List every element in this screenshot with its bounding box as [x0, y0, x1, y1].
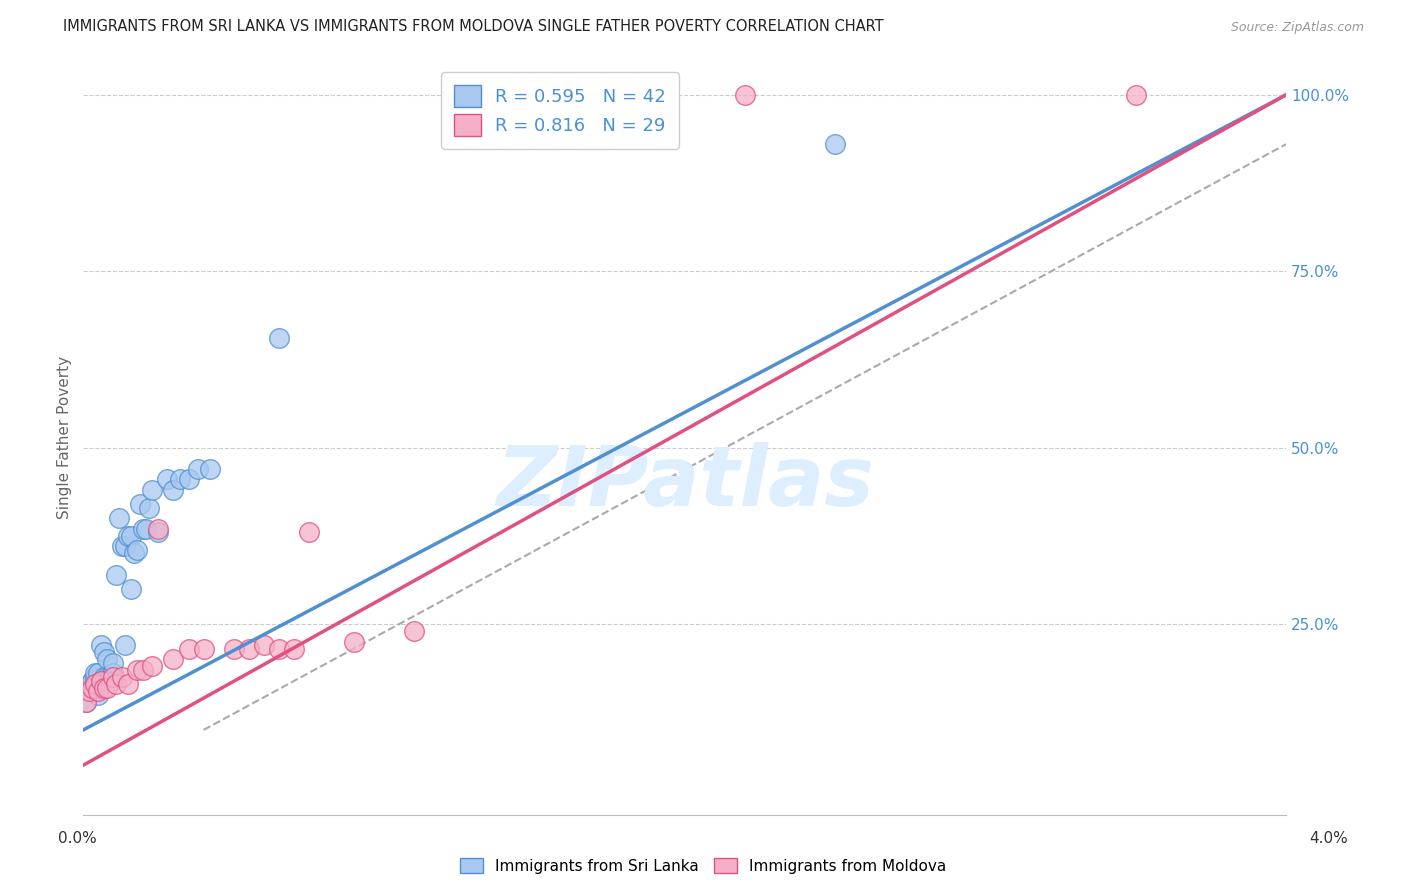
Point [124, 547, 146, 561]
Point [238, 641, 260, 656]
Point [117, 677, 139, 691]
Point [96, 652, 118, 666]
Text: ZIPatlas: ZIPatlas [496, 442, 873, 523]
Point [193, 641, 215, 656]
Text: 0.0%: 0.0% [58, 831, 97, 846]
Point [117, 529, 139, 543]
Point [148, 522, 170, 536]
Point [734, 87, 756, 102]
Point [148, 525, 170, 540]
Point [111, 540, 134, 554]
Point [75, 695, 97, 709]
Point [120, 582, 142, 596]
Point [79, 684, 101, 698]
Point [162, 483, 184, 497]
Point [169, 472, 191, 486]
Point [84, 666, 107, 681]
Text: IMMIGRANTS FROM SRI LANKA VS IMMIGRANTS FROM MOLDOVA SINGLE FATHER POVERTY CORRE: IMMIGRANTS FROM SRI LANKA VS IMMIGRANTS … [63, 20, 884, 34]
Point [93, 670, 115, 684]
Legend: Immigrants from Sri Lanka, Immigrants from Moldova: Immigrants from Sri Lanka, Immigrants fr… [454, 852, 952, 880]
Point [114, 540, 136, 554]
Point [141, 659, 163, 673]
Point [84, 670, 107, 684]
Point [79, 681, 101, 695]
Point [93, 645, 115, 659]
Point [141, 483, 163, 497]
Point [298, 525, 321, 540]
Point [108, 511, 131, 525]
Point [162, 652, 184, 666]
Point [824, 137, 846, 152]
Point [127, 543, 149, 558]
Text: Source: ZipAtlas.com: Source: ZipAtlas.com [1230, 21, 1364, 34]
Point [343, 634, 366, 648]
Point [93, 681, 115, 695]
Point [105, 567, 128, 582]
Point [90, 638, 112, 652]
Point [98, 670, 121, 684]
Y-axis label: Single Father Poverty: Single Father Poverty [58, 356, 72, 518]
Point [82, 673, 104, 688]
Point [82, 673, 104, 688]
Point [132, 522, 155, 536]
Point [402, 624, 425, 639]
Point [75, 695, 97, 709]
Point [222, 641, 245, 656]
Point [156, 472, 179, 486]
Point [84, 677, 107, 691]
Point [87, 684, 110, 698]
Point [267, 641, 290, 656]
Point [283, 641, 305, 656]
Point [87, 666, 110, 681]
Point [198, 462, 221, 476]
Point [96, 681, 118, 695]
Text: 4.0%: 4.0% [1309, 831, 1348, 846]
Point [177, 641, 200, 656]
Point [114, 638, 136, 652]
Point [138, 500, 160, 515]
Point [253, 638, 276, 652]
Point [120, 529, 142, 543]
Point [90, 673, 112, 688]
Point [87, 681, 110, 695]
Point [103, 670, 125, 684]
Point [187, 462, 209, 476]
Point [177, 472, 200, 486]
Point [135, 522, 157, 536]
Point [1125, 87, 1147, 102]
Point [132, 663, 155, 677]
Point [129, 497, 152, 511]
Point [103, 656, 125, 670]
Point [127, 663, 149, 677]
Legend: R = 0.595   N = 42, R = 0.816   N = 29: R = 0.595 N = 42, R = 0.816 N = 29 [441, 72, 679, 149]
Point [82, 681, 104, 695]
Point [87, 688, 110, 702]
Point [105, 677, 128, 691]
Point [96, 670, 118, 684]
Point [90, 673, 112, 688]
Point [103, 666, 125, 681]
Point [267, 331, 290, 345]
Point [111, 670, 134, 684]
